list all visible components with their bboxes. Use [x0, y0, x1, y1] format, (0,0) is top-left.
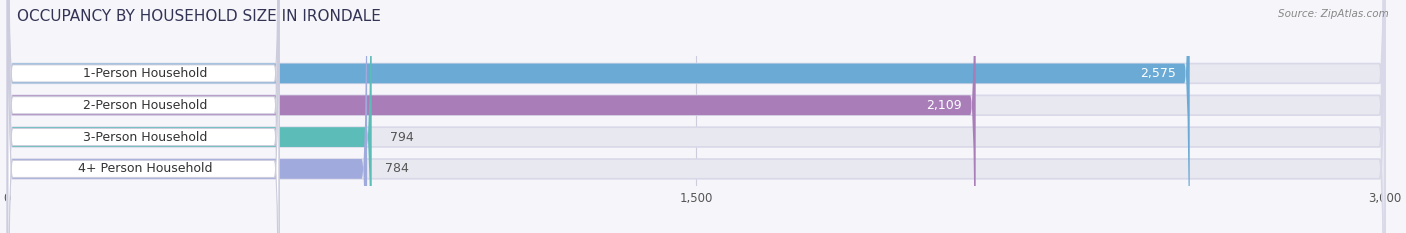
FancyBboxPatch shape: [8, 0, 278, 233]
Text: 4+ Person Household: 4+ Person Household: [77, 162, 212, 175]
Text: Source: ZipAtlas.com: Source: ZipAtlas.com: [1278, 9, 1389, 19]
Text: OCCUPANCY BY HOUSEHOLD SIZE IN IRONDALE: OCCUPANCY BY HOUSEHOLD SIZE IN IRONDALE: [17, 9, 381, 24]
FancyBboxPatch shape: [8, 0, 278, 233]
FancyBboxPatch shape: [7, 0, 371, 233]
Text: 794: 794: [389, 130, 413, 144]
Text: 3-Person Household: 3-Person Household: [83, 130, 207, 144]
FancyBboxPatch shape: [8, 0, 278, 233]
FancyBboxPatch shape: [7, 0, 1385, 233]
FancyBboxPatch shape: [7, 0, 1385, 233]
Text: 2-Person Household: 2-Person Household: [83, 99, 207, 112]
FancyBboxPatch shape: [8, 0, 278, 233]
Text: 2,575: 2,575: [1140, 67, 1175, 80]
FancyBboxPatch shape: [7, 0, 1385, 233]
FancyBboxPatch shape: [7, 0, 1385, 233]
Text: 784: 784: [385, 162, 409, 175]
Text: 1-Person Household: 1-Person Household: [83, 67, 207, 80]
FancyBboxPatch shape: [7, 0, 367, 233]
FancyBboxPatch shape: [7, 0, 976, 233]
Text: 2,109: 2,109: [927, 99, 962, 112]
FancyBboxPatch shape: [7, 0, 1189, 233]
